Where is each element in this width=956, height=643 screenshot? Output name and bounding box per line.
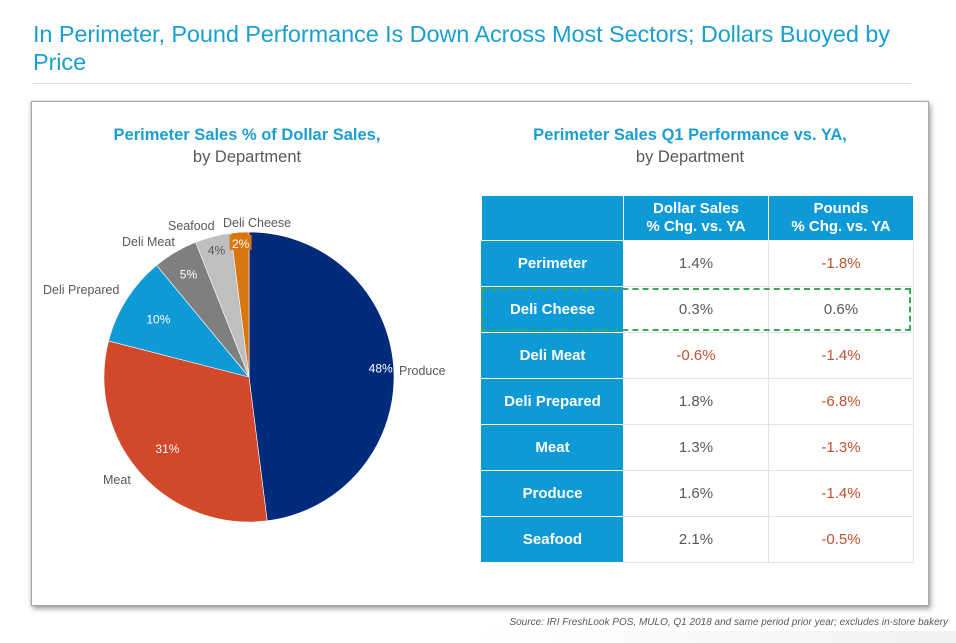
- deli-cheese-label-background: [229, 234, 252, 250]
- header-dollar-sales: Dollar Sales % Chg. vs. YA: [623, 195, 769, 241]
- table-header-row: Dollar Sales % Chg. vs. YA Pounds % Chg.…: [481, 195, 914, 241]
- pie-value-label: 48%: [369, 362, 393, 376]
- cell-dollar-change: 1.6%: [623, 470, 769, 517]
- table-title-main: Perimeter Sales Q1 Performance vs. YA,: [533, 126, 847, 144]
- row-department: Deli Cheese: [481, 286, 624, 333]
- header-pounds-line1: Pounds: [813, 200, 869, 217]
- cell-pounds-change: -1.4%: [768, 470, 914, 517]
- header-pounds-line2: % Chg. vs. YA: [791, 218, 891, 235]
- title-divider: [33, 83, 911, 84]
- row-department: Perimeter: [481, 240, 624, 287]
- pie-slice-deli-cheese: [230, 231, 250, 378]
- header-dollar-line2: % Chg. vs. YA: [646, 218, 746, 235]
- table-row: Meat 1.3% -1.3%: [481, 424, 914, 471]
- cell-pounds-change: -0.5%: [768, 516, 914, 563]
- pie-chart: 48% Produce 31% Meat 10% Deli Prepared 5% Deli …: [43, 216, 446, 523]
- source-note: Source: IRI FreshLook POS, MULO, Q1 2018…: [509, 617, 948, 628]
- cell-dollar-change: 1.8%: [623, 378, 769, 425]
- cell-pounds-change: -1.3%: [768, 424, 914, 471]
- row-department: Deli Prepared: [481, 378, 624, 425]
- row-department: Produce: [481, 470, 624, 517]
- cell-dollar-change: 1.4%: [623, 240, 769, 287]
- pie-category-label: Deli Prepared: [43, 283, 119, 297]
- pie-slice-meat: [103, 340, 268, 523]
- cell-dollar-change: 2.1%: [623, 516, 769, 563]
- row-department: Deli Meat: [481, 332, 624, 379]
- table-row: Produce 1.6% -1.4%: [481, 470, 914, 517]
- pie-slice-deli-prepared: [108, 264, 250, 378]
- row-department: Meat: [481, 424, 624, 471]
- pie-category-label: Deli Cheese: [223, 216, 291, 230]
- pie-category-label: Seafood: [168, 219, 215, 233]
- cell-pounds-change: -1.8%: [768, 240, 914, 287]
- bottom-shade: [0, 631, 956, 643]
- table-title-sub: by Department: [635, 148, 745, 166]
- table-title: Perimeter Sales Q1 Performance vs. YA, b…: [480, 124, 900, 168]
- pie-slice-produce: [248, 231, 395, 522]
- pie-value-label: 10%: [146, 313, 170, 327]
- table-row: Deli Cheese 0.3% 0.6%: [481, 286, 914, 333]
- table-row: Deli Meat -0.6% -1.4%: [481, 332, 914, 379]
- pie-category-label: Produce: [399, 364, 446, 378]
- row-department: Seafood: [481, 516, 624, 563]
- cell-pounds-change: -1.4%: [768, 332, 914, 379]
- slide-title: In Perimeter, Pound Performance Is Down …: [33, 21, 890, 75]
- header-dollar-line1: Dollar Sales: [653, 200, 739, 217]
- header-corner: [481, 195, 624, 241]
- cell-pounds-change: -6.8%: [768, 378, 914, 425]
- pie-category-label: Meat: [103, 473, 131, 487]
- pie-category-label: Deli Meat: [122, 235, 175, 249]
- pie-value-label: 31%: [155, 442, 179, 456]
- performance-table: Dollar Sales % Chg. vs. YA Pounds % Chg.…: [481, 195, 914, 563]
- pie-value-label: 5%: [180, 268, 198, 282]
- header-pounds: Pounds % Chg. vs. YA: [768, 195, 914, 241]
- cell-dollar-change: 0.3%: [623, 286, 769, 333]
- table-row: Perimeter 1.4% -1.8%: [481, 240, 914, 287]
- cell-dollar-change: -0.6%: [623, 332, 769, 379]
- cell-pounds-change: 0.6%: [768, 286, 914, 333]
- table-row: Seafood 2.1% -0.5%: [481, 516, 914, 563]
- pie-value-label: 2%: [232, 237, 250, 251]
- table-body: Perimeter 1.4% -1.8% Deli Cheese 0.3% 0.6% Del…: [481, 240, 914, 563]
- pie-chart-title: Perimeter Sales % of Dollar Sales, by De…: [52, 124, 442, 168]
- pie-title-sub: by Department: [192, 148, 302, 166]
- cell-dollar-change: 1.3%: [623, 424, 769, 471]
- pie-title-main: Perimeter Sales % of Dollar Sales,: [113, 126, 381, 144]
- pie-value-label: 4%: [208, 244, 226, 258]
- table-row: Deli Prepared 1.8% -6.8%: [481, 378, 914, 425]
